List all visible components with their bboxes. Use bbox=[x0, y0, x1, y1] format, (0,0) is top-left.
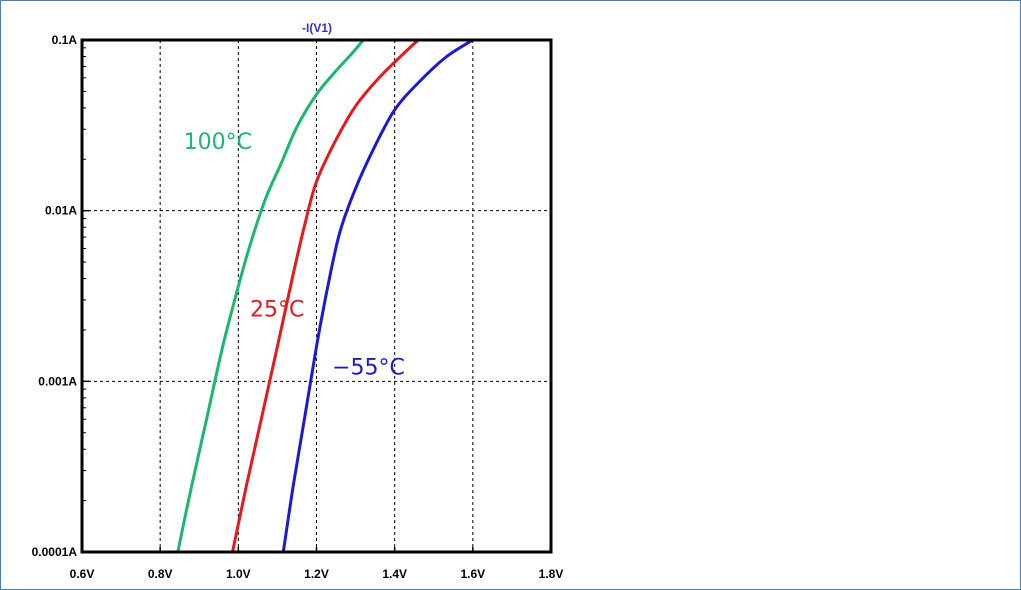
grid-layer bbox=[82, 40, 551, 552]
curve-label: −55°C bbox=[332, 355, 405, 380]
label-layer: 100°C 25°C −55°C bbox=[184, 130, 405, 380]
x-tick-label: 1.4V bbox=[382, 567, 407, 581]
x-tick-label: 1.2V bbox=[304, 567, 329, 581]
x-tick-label: 1.6V bbox=[460, 567, 485, 581]
series-line[interactable] bbox=[231, 38, 420, 553]
y-tick-label: 0.001A bbox=[38, 374, 77, 388]
series-line[interactable] bbox=[176, 39, 365, 553]
curve-label: 100°C bbox=[184, 130, 252, 155]
plot-frame bbox=[80, 38, 553, 554]
x-tick-label: 0.6V bbox=[70, 567, 95, 581]
y-tick-label: 0.01A bbox=[45, 204, 77, 218]
curve-label: 25°C bbox=[250, 297, 304, 322]
tick-layer: 0.6V 0.8V 1.0V 1.2V 1.4V 1.6V 1.8V 0.0001A 0.001… bbox=[32, 33, 564, 581]
y-tick-label: 0.1A bbox=[52, 33, 78, 47]
x-tick-label: 1.8V bbox=[539, 567, 564, 581]
y-tick-label: 0.0001A bbox=[32, 545, 78, 559]
trace-title[interactable]: -I(V1) bbox=[302, 21, 332, 35]
x-tick-label: 0.8V bbox=[148, 567, 173, 581]
series-line[interactable] bbox=[281, 38, 474, 553]
series-layer bbox=[176, 38, 474, 553]
x-tick-label: 1.0V bbox=[226, 567, 251, 581]
